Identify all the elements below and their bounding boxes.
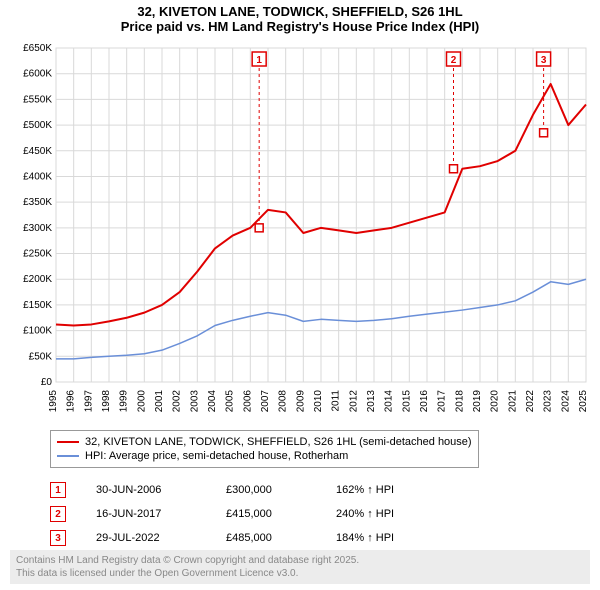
svg-text:2014: 2014 (384, 390, 395, 413)
svg-text:2021: 2021 (507, 390, 518, 413)
marker-price: £415,000 (226, 508, 306, 520)
legend-swatch (57, 455, 79, 457)
marker-price: £485,000 (226, 532, 306, 544)
chart-area: £0 £50K £100K £150K £200K £250K £300K £350K £400… (8, 42, 592, 422)
footer-line-1: Contains HM Land Registry data © Crown c… (16, 554, 584, 567)
marker-number-box: 2 (50, 506, 66, 522)
marker-number-box: 1 (50, 482, 66, 498)
svg-text:2024: 2024 (560, 390, 571, 413)
svg-text:£0: £0 (41, 377, 53, 388)
legend-swatch (57, 441, 79, 443)
footer-line-2: This data is licensed under the Open Gov… (16, 567, 584, 580)
svg-text:2019: 2019 (472, 390, 483, 413)
svg-text:1999: 1999 (119, 390, 130, 413)
svg-text:£100K: £100K (23, 326, 52, 337)
chart-svg: £0 £50K £100K £150K £200K £250K £300K £350K £400… (8, 42, 592, 422)
svg-text:2004: 2004 (207, 390, 218, 413)
svg-text:2002: 2002 (172, 390, 183, 413)
svg-text:2025: 2025 (578, 390, 589, 413)
legend-row: 32, KIVETON LANE, TODWICK, SHEFFIELD, S2… (57, 435, 472, 449)
svg-text:1997: 1997 (83, 390, 94, 413)
footer-attribution: Contains HM Land Registry data © Crown c… (10, 550, 590, 584)
svg-text:£400K: £400K (23, 171, 52, 182)
marker-table-row: 3 29-JUL-2022 £485,000 184% ↑ HPI (50, 526, 436, 550)
svg-text:£550K: £550K (23, 94, 52, 105)
svg-text:£250K: £250K (23, 249, 52, 260)
svg-text:£300K: £300K (23, 223, 52, 234)
marker-table-row: 2 16-JUN-2017 £415,000 240% ↑ HPI (50, 502, 436, 526)
svg-text:2023: 2023 (543, 390, 554, 413)
marker-percent: 240% ↑ HPI (336, 508, 436, 520)
svg-text:2003: 2003 (189, 390, 200, 413)
svg-text:2009: 2009 (295, 390, 306, 413)
svg-text:2018: 2018 (454, 390, 465, 413)
svg-text:2017: 2017 (437, 390, 448, 413)
svg-text:2010: 2010 (313, 390, 324, 413)
svg-text:2001: 2001 (154, 390, 165, 413)
chart-container: 32, KIVETON LANE, TODWICK, SHEFFIELD, S2… (0, 0, 600, 590)
title-block: 32, KIVETON LANE, TODWICK, SHEFFIELD, S2… (0, 0, 600, 36)
svg-text:2007: 2007 (260, 390, 271, 413)
svg-text:2012: 2012 (348, 390, 359, 413)
marker-percent: 162% ↑ HPI (336, 484, 436, 496)
marker-number-box: 3 (50, 530, 66, 546)
svg-text:2022: 2022 (525, 390, 536, 413)
svg-text:£350K: £350K (23, 197, 52, 208)
marker-price: £300,000 (226, 484, 306, 496)
svg-text:£500K: £500K (23, 120, 52, 131)
svg-text:2015: 2015 (401, 390, 412, 413)
legend: 32, KIVETON LANE, TODWICK, SHEFFIELD, S2… (50, 430, 479, 468)
svg-text:1998: 1998 (101, 390, 112, 413)
legend-label: 32, KIVETON LANE, TODWICK, SHEFFIELD, S2… (85, 436, 472, 448)
svg-text:2: 2 (451, 55, 457, 66)
svg-text:2000: 2000 (136, 390, 147, 413)
title-line-1: 32, KIVETON LANE, TODWICK, SHEFFIELD, S2… (0, 4, 600, 19)
svg-text:2013: 2013 (366, 390, 377, 413)
svg-text:3: 3 (541, 55, 547, 66)
svg-text:2006: 2006 (242, 390, 253, 413)
marker-date: 30-JUN-2006 (96, 484, 196, 496)
marker-table-row: 1 30-JUN-2006 £300,000 162% ↑ HPI (50, 478, 436, 502)
marker-table: 1 30-JUN-2006 £300,000 162% ↑ HPI 2 16-JUN-20… (50, 478, 436, 550)
legend-row: HPI: Average price, semi-detached house,… (57, 449, 472, 463)
svg-text:2005: 2005 (225, 390, 236, 413)
marker-percent: 184% ↑ HPI (336, 532, 436, 544)
svg-text:1996: 1996 (66, 390, 77, 413)
svg-text:£150K: £150K (23, 300, 52, 311)
svg-text:2020: 2020 (490, 390, 501, 413)
svg-text:2011: 2011 (331, 390, 342, 412)
svg-text:1995: 1995 (48, 390, 59, 413)
legend-label: HPI: Average price, semi-detached house,… (85, 450, 348, 462)
svg-text:£650K: £650K (23, 43, 52, 54)
svg-text:£450K: £450K (23, 146, 52, 157)
svg-text:2008: 2008 (278, 390, 289, 413)
title-line-2: Price paid vs. HM Land Registry's House … (0, 19, 600, 34)
marker-date: 29-JUL-2022 (96, 532, 196, 544)
svg-text:£200K: £200K (23, 274, 52, 285)
svg-text:£600K: £600K (23, 69, 52, 80)
svg-text:1: 1 (256, 55, 262, 66)
svg-text:£50K: £50K (29, 351, 53, 362)
svg-text:2016: 2016 (419, 390, 430, 413)
marker-date: 16-JUN-2017 (96, 508, 196, 520)
